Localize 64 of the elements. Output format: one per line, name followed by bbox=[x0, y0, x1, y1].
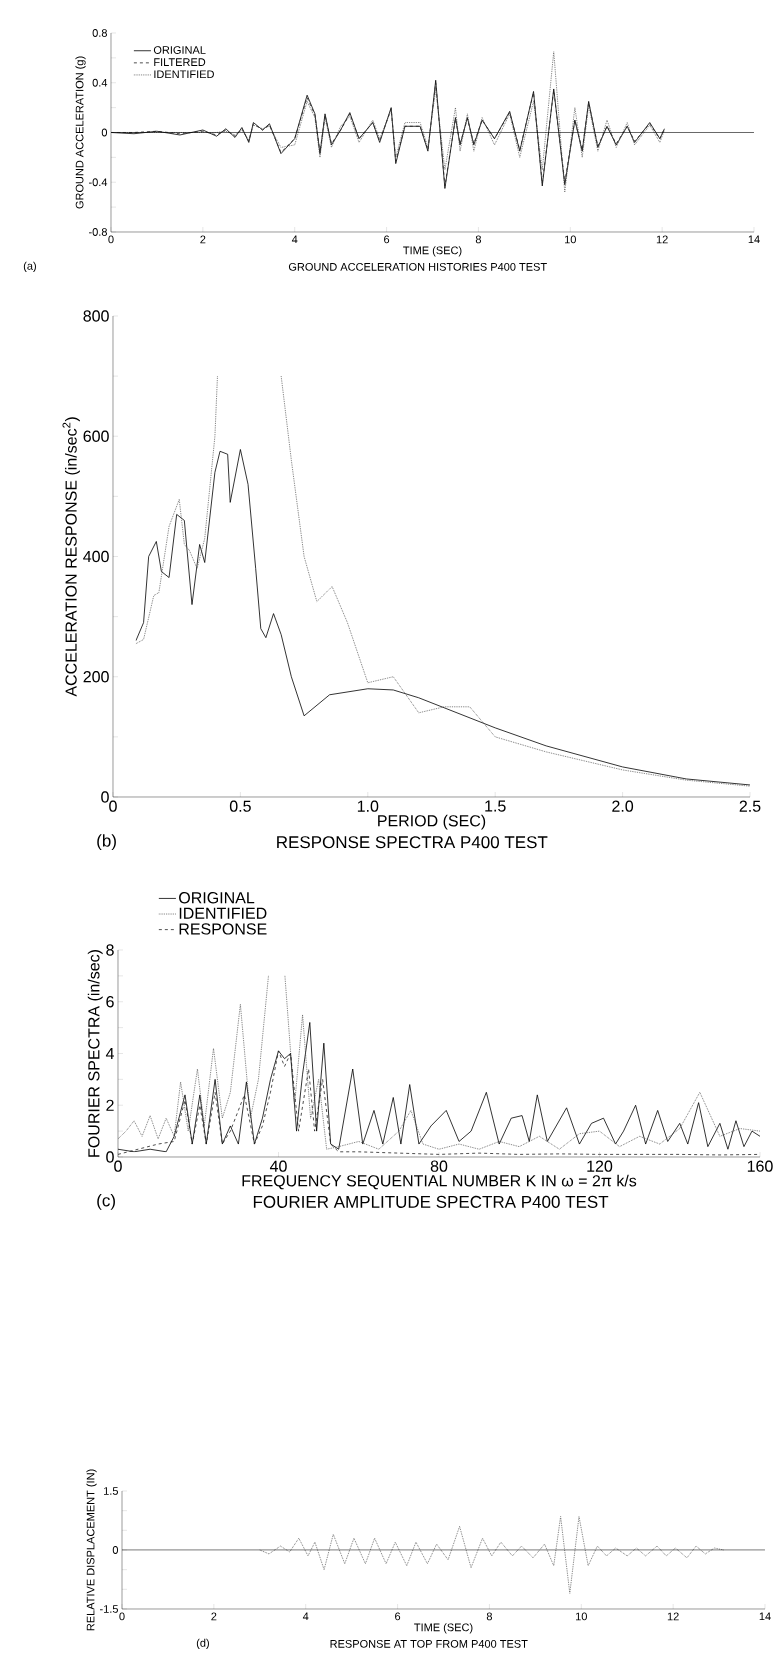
y-tick-label: 4 bbox=[106, 1047, 115, 1059]
x-tick-label: 8 bbox=[487, 1612, 493, 1621]
y-tick-label: 600 bbox=[83, 430, 109, 442]
y-tick-label: -1.5 bbox=[100, 1605, 119, 1613]
x-tick-label: 10 bbox=[576, 1612, 588, 1621]
x-tick-label: 12 bbox=[668, 1612, 679, 1621]
x-tick-label: 6 bbox=[384, 235, 390, 244]
y-tick-label: -0.8 bbox=[89, 228, 108, 236]
legend-label: ORIGINAL bbox=[154, 46, 206, 54]
x-tick-label: 2 bbox=[211, 1612, 217, 1621]
legend-label: RESPONSE bbox=[179, 923, 267, 935]
x-tick-label: 14 bbox=[759, 1612, 771, 1621]
y-tick-label: -0.4 bbox=[89, 178, 108, 187]
text: (a) bbox=[24, 261, 37, 272]
x-tick-label: 4 bbox=[303, 1612, 309, 1621]
x-tick-label: 4 bbox=[292, 235, 298, 244]
y-tick-label: 0 bbox=[112, 1546, 119, 1554]
x-axis-title: FREQUENCY SEQUENTIAL NUMBER K IN ω = 2π k/s bbox=[242, 1174, 637, 1190]
text: GROUND ACCELERATION HISTORIES P400 TEST bbox=[289, 262, 548, 271]
x-axis-title: TIME (SEC) bbox=[403, 246, 462, 257]
text: (c) bbox=[97, 1193, 116, 1210]
x-tick-label: 1.5 bbox=[485, 800, 506, 812]
x-tick-label: 0.5 bbox=[230, 800, 251, 812]
y-tick-label: 2 bbox=[106, 1099, 114, 1111]
y-tick-label: 0.8 bbox=[92, 29, 108, 37]
x-axis-title: PERIOD (SEC) bbox=[378, 814, 486, 830]
text: (d) bbox=[197, 1638, 210, 1649]
x-tick-label: 120 bbox=[587, 1160, 613, 1172]
x-tick-label: 12 bbox=[657, 235, 668, 244]
x-tick-label: 6 bbox=[395, 1612, 401, 1621]
y-tick-label: 0 bbox=[101, 128, 108, 137]
x-tick-label: 40 bbox=[270, 1160, 287, 1172]
text: RESPONSE AT TOP FROM P400 TEST bbox=[330, 1639, 528, 1648]
x-tick-label: 2 bbox=[200, 235, 206, 244]
legend-label: FILTERED bbox=[154, 58, 206, 66]
text: (b) bbox=[97, 834, 117, 851]
y-tick-label: 6 bbox=[106, 996, 114, 1008]
x-tick-label: 8 bbox=[476, 235, 482, 244]
y-tick-label: 0.4 bbox=[92, 78, 108, 87]
y-axis-title: ACCELERATION RESPONSE (in/sec$^{2}$) bbox=[62, 417, 81, 697]
y-tick-label: 0 bbox=[106, 1151, 114, 1163]
x-tick-label: 160 bbox=[748, 1160, 773, 1172]
x-tick-label: 0 bbox=[119, 1612, 125, 1621]
legend-label: IDENTIFIED bbox=[179, 907, 267, 919]
x-tick-label: 2.0 bbox=[612, 800, 634, 812]
y-tick-label: 8 bbox=[106, 944, 114, 956]
y-tick-label: 200 bbox=[83, 671, 109, 683]
y-axis-title: RELATIVE DISPLACEMENT (IN) bbox=[86, 1469, 97, 1631]
legend-label: ORIGINAL bbox=[179, 892, 255, 904]
x-tick-label: 10 bbox=[565, 235, 577, 244]
y-tick-label: 1.5 bbox=[104, 1487, 119, 1495]
y-axis-title: GROUND ACCELERATION (g) bbox=[75, 56, 86, 209]
text: FOURIER AMPLITUDE SPECTRA P400 TEST bbox=[254, 1195, 609, 1208]
y-tick-label: 0 bbox=[101, 791, 109, 803]
x-axis-title: TIME (SEC) bbox=[414, 1623, 473, 1634]
text: RESPONSE SPECTRA P400 TEST bbox=[277, 836, 548, 849]
x-tick-label: 80 bbox=[430, 1160, 448, 1172]
x-tick-label: 14 bbox=[748, 235, 760, 244]
y-axis-title: FOURIER SPECTRA (in/sec) bbox=[87, 950, 103, 1157]
x-tick-label: 1.0 bbox=[358, 800, 379, 812]
legend-label: IDENTIFIED bbox=[154, 70, 215, 78]
x-tick-label: 2.5 bbox=[739, 800, 761, 812]
y-tick-label: 400 bbox=[83, 550, 109, 563]
y-tick-label: 800 bbox=[83, 310, 109, 322]
